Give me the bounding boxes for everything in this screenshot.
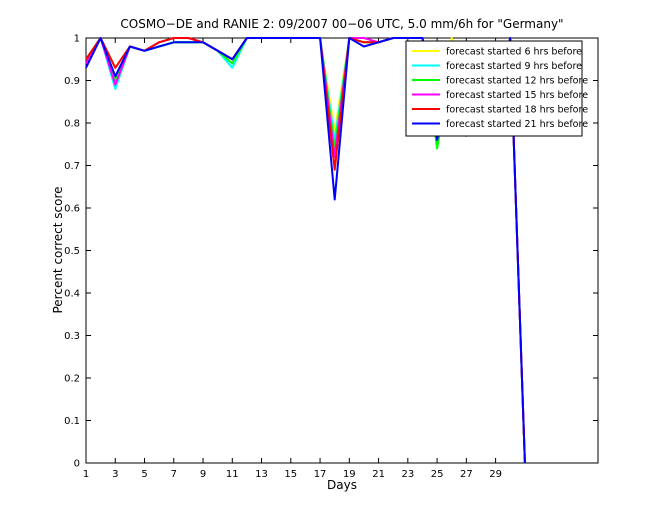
y-tick-label: 0.3 [64, 331, 80, 342]
legend-box [405, 40, 583, 137]
x-tick-label: 1 [83, 469, 89, 480]
x-tick-label: 9 [200, 469, 206, 480]
x-tick-label: 7 [171, 469, 177, 480]
x-axis-label: Days [327, 478, 357, 492]
legend-entry-label: forecast started 18 hrs before [446, 105, 588, 116]
legend-entry-label: forecast started 21 hrs before [446, 119, 588, 130]
y-tick-label: 0 [74, 459, 80, 470]
chart-title: COSMO−DE and RANIE 2: 09/2007 00−06 UTC,… [120, 17, 563, 31]
x-tick-label: 17 [314, 469, 327, 480]
y-tick-label: 0.2 [64, 374, 80, 385]
y-tick-label: 1 [74, 34, 80, 45]
legend-entry-label: forecast started 12 hrs before [446, 76, 588, 87]
x-tick-label: 3 [112, 469, 118, 480]
legend-entry-label: forecast started 9 hrs before [446, 61, 582, 72]
y-tick-label: 0.9 [64, 76, 80, 87]
x-tick-label: 23 [401, 469, 414, 480]
y-tick-label: 0.4 [64, 289, 80, 300]
y-tick-label: 0.6 [64, 204, 80, 215]
legend-entry-label: forecast started 6 hrs before [446, 47, 582, 58]
legend: forecast started 6 hrs before forecast st… [405, 40, 588, 137]
legend-entry-label: forecast started 15 hrs before [446, 90, 588, 101]
y-tick-label: 0.1 [64, 416, 80, 427]
y-tick-label: 0.7 [64, 161, 80, 172]
x-tick-label: 19 [343, 469, 356, 480]
x-tick-label: 13 [255, 469, 268, 480]
x-tick-label: 27 [460, 469, 473, 480]
x-tick-label: 25 [431, 469, 444, 480]
x-tick-label: 29 [489, 469, 502, 480]
y-tick-label: 0.8 [64, 119, 80, 130]
x-tick-label: 11 [226, 469, 239, 480]
x-tick-label: 21 [372, 469, 385, 480]
x-tick-label: 5 [141, 469, 147, 480]
y-axis-label: Percent correct score [51, 186, 65, 313]
x-tick-label: 15 [284, 469, 297, 480]
y-tick-label: 0.5 [64, 246, 80, 257]
